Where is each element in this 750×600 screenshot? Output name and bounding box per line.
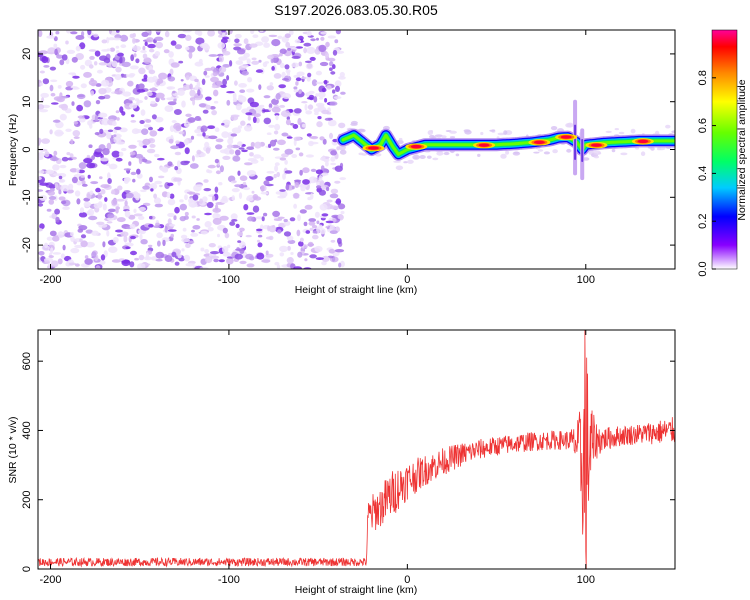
spectrogram-ridge xyxy=(336,99,675,181)
y-tick-label: 0 xyxy=(21,566,33,572)
y-tick-label: 600 xyxy=(21,352,33,370)
spectrogram-noise-region xyxy=(38,30,347,269)
colorbar-tick-label: 0.6 xyxy=(697,118,709,133)
y-tick-label: 20 xyxy=(21,48,33,60)
y-tick-label: 0 xyxy=(21,146,33,152)
ridge-hot-spot xyxy=(560,135,572,139)
x-tick-label: 0 xyxy=(404,574,410,586)
spectrogram-y-axis-title: Frequency (Hz) xyxy=(7,114,19,186)
ridge-hot-spot xyxy=(533,140,545,145)
snr-axes: -200 -100 0 100 0 200 400 600 xyxy=(21,330,675,586)
spectrogram-plot-area xyxy=(38,30,675,269)
ridge-hot-spot xyxy=(590,143,602,147)
figure-title: S197.2026.083.05.30.R05 xyxy=(274,2,438,18)
ridge-hot-spot xyxy=(367,146,379,150)
colorbar-tick-label: 0.0 xyxy=(697,261,709,276)
ridge-hot-spot xyxy=(410,144,422,149)
x-tick-label: -200 xyxy=(39,274,61,286)
colorbar-tick-label: 0.2 xyxy=(697,214,709,229)
x-tick-label: 0 xyxy=(404,274,410,286)
colorbar-tick-label: 0.4 xyxy=(697,166,709,181)
y-tick-label: -10 xyxy=(21,189,33,205)
snr-plot-area xyxy=(38,330,675,569)
x-tick-label: 100 xyxy=(577,574,595,586)
spectrogram-x-axis-title: Height of straight line (km) xyxy=(295,284,418,296)
snr-y-axis-title: SNR (10 * v/v) xyxy=(7,416,19,483)
snr-series-line xyxy=(38,330,675,569)
x-tick-label: 100 xyxy=(577,274,595,286)
snr-x-axis-title: Height of straight line (km) xyxy=(295,584,418,596)
ridge-hot-spot xyxy=(637,139,649,144)
y-tick-label: 10 xyxy=(21,96,33,108)
y-tick-label: -20 xyxy=(21,237,33,253)
colorbar: 0.0 0.2 0.4 0.6 0.8 Normalized spectral ampl… xyxy=(697,29,748,277)
colorbar-ticks: 0.0 0.2 0.4 0.6 0.8 xyxy=(697,70,716,277)
x-tick-label: -100 xyxy=(218,274,240,286)
colorbar-gradient xyxy=(712,30,737,269)
x-tick-label: -200 xyxy=(39,574,61,586)
y-tick-label: 200 xyxy=(21,491,33,509)
colorbar-frame xyxy=(711,29,738,270)
colorbar-title: Normalized spectral amplitude xyxy=(736,79,748,220)
ridge-hot-spot xyxy=(478,143,490,147)
colorbar-tick-label: 0.8 xyxy=(697,70,709,85)
x-tick-label: -100 xyxy=(218,574,240,586)
snr-frame xyxy=(37,329,676,570)
y-tick-label: 400 xyxy=(21,421,33,439)
snr-panel: -200 -100 0 100 0 200 400 600 Height of straigh… xyxy=(7,329,676,596)
